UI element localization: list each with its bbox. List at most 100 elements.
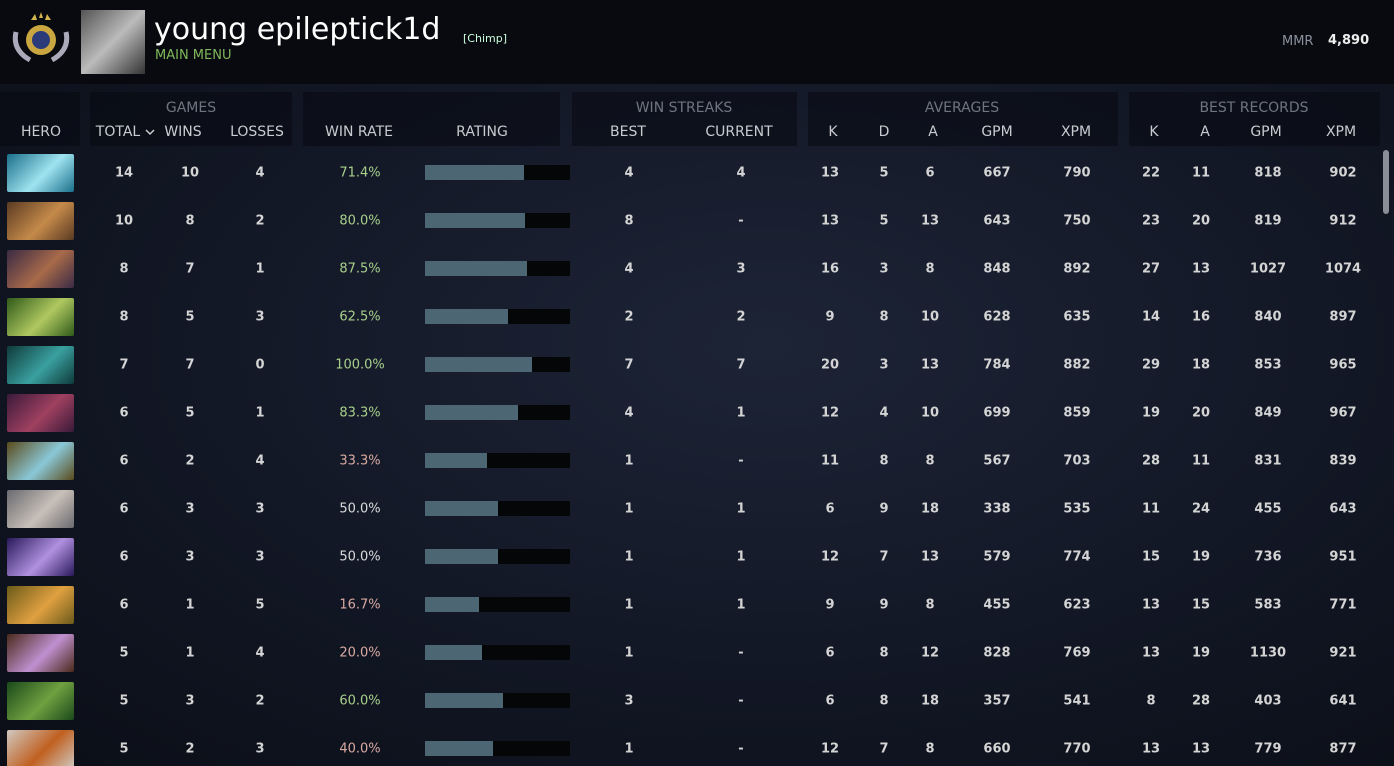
cell: 13 bbox=[820, 213, 840, 229]
cell: 703 bbox=[1063, 453, 1091, 469]
cell: 13 bbox=[1141, 597, 1161, 613]
avatar bbox=[81, 10, 145, 74]
cell: 19 bbox=[1141, 405, 1161, 421]
column-label[interactable]: A bbox=[928, 124, 938, 140]
column-label[interactable]: XPM bbox=[1060, 124, 1092, 140]
cell: 643 bbox=[983, 213, 1011, 229]
column-label[interactable]: A bbox=[1200, 124, 1210, 140]
cell: 2 bbox=[185, 453, 195, 469]
column-label[interactable]: D bbox=[878, 124, 890, 140]
cell: 27 bbox=[1141, 261, 1161, 277]
sort-icon[interactable] bbox=[145, 128, 155, 136]
column-label[interactable]: GPM bbox=[1250, 124, 1282, 140]
cell: 3 bbox=[185, 693, 195, 709]
team-tag: [Chimp] bbox=[463, 32, 507, 45]
mmr-value: 4,890 bbox=[1328, 33, 1370, 48]
scrollbar[interactable] bbox=[1383, 150, 1389, 214]
cell: 2 bbox=[624, 309, 634, 325]
cell: 2 bbox=[255, 213, 265, 229]
cell: 699 bbox=[983, 405, 1011, 421]
cell: 100.0% bbox=[335, 357, 385, 373]
cell: 5 bbox=[879, 213, 889, 229]
column-label[interactable]: WINS bbox=[164, 124, 202, 140]
cell: 7 bbox=[879, 741, 889, 757]
cell: 13 bbox=[920, 213, 940, 229]
cell: 7 bbox=[624, 357, 634, 373]
column-label[interactable]: CURRENT bbox=[705, 124, 773, 140]
cell: 18 bbox=[920, 693, 940, 709]
main-menu-link[interactable]: MAIN MENU bbox=[155, 48, 232, 63]
cell: 635 bbox=[1063, 309, 1091, 325]
cell: 338 bbox=[983, 501, 1011, 517]
panel bbox=[1129, 92, 1380, 146]
column-label[interactable]: GPM bbox=[981, 124, 1013, 140]
cell: 6 bbox=[925, 165, 935, 181]
cell: 9 bbox=[879, 501, 889, 517]
cell: 6 bbox=[825, 693, 835, 709]
cell: 18 bbox=[920, 501, 940, 517]
cell: 10 bbox=[114, 213, 134, 229]
hero-icon bbox=[7, 346, 74, 384]
cell: 1 bbox=[736, 501, 746, 517]
cell: 6 bbox=[119, 549, 129, 565]
mmr-label: MMR bbox=[1282, 34, 1314, 49]
cell: 28 bbox=[1191, 693, 1211, 709]
hero-icon bbox=[7, 154, 74, 192]
cell: 24 bbox=[1191, 501, 1211, 517]
rating-bar bbox=[425, 405, 518, 420]
cell: 8 bbox=[879, 453, 889, 469]
cell: 831 bbox=[1254, 453, 1282, 469]
hero-icon bbox=[7, 298, 74, 336]
column-label[interactable]: K bbox=[1149, 124, 1159, 140]
cell: 770 bbox=[1063, 741, 1091, 757]
cell: 22 bbox=[1141, 165, 1161, 181]
column-label[interactable]: LOSSES bbox=[230, 124, 284, 140]
column-label[interactable]: XPM bbox=[1325, 124, 1357, 140]
cell: 667 bbox=[983, 165, 1011, 181]
cell: 8 bbox=[624, 213, 634, 229]
column-label[interactable]: HERO bbox=[20, 124, 62, 140]
cell: 9 bbox=[879, 597, 889, 613]
cell: 11 bbox=[1191, 453, 1211, 469]
cell: 18 bbox=[1191, 357, 1211, 373]
cell: 11 bbox=[1141, 501, 1161, 517]
cell: 16.7% bbox=[339, 597, 381, 613]
rating-bar bbox=[425, 501, 498, 516]
cell: 50.0% bbox=[339, 549, 381, 565]
column-label[interactable]: TOTAL bbox=[95, 124, 141, 140]
rating-bar bbox=[425, 213, 526, 228]
group-label: GAMES bbox=[165, 100, 217, 116]
cell: 10 bbox=[920, 309, 940, 325]
hero-icon bbox=[7, 538, 74, 576]
cell: 20.0% bbox=[339, 645, 381, 661]
cell: 13 bbox=[920, 549, 940, 565]
cell: 965 bbox=[1329, 357, 1357, 373]
cell: 8 bbox=[879, 645, 889, 661]
cell: 1 bbox=[624, 741, 634, 757]
cell: 1 bbox=[736, 405, 746, 421]
cell: 80.0% bbox=[339, 213, 381, 229]
column-label[interactable]: WIN RATE bbox=[325, 124, 393, 140]
cell: 5 bbox=[185, 405, 195, 421]
cell: 3 bbox=[879, 357, 889, 373]
rating-bar bbox=[425, 693, 504, 708]
cell: 8 bbox=[925, 597, 935, 613]
cell: 902 bbox=[1329, 165, 1357, 181]
cell: 3 bbox=[255, 309, 265, 325]
cell: 567 bbox=[983, 453, 1011, 469]
cell: 2 bbox=[736, 309, 746, 325]
column-label[interactable]: RATING bbox=[456, 124, 508, 140]
column-label[interactable]: BEST bbox=[610, 124, 646, 140]
cell: 3 bbox=[255, 741, 265, 757]
cell: 8 bbox=[119, 309, 129, 325]
cell: 4 bbox=[624, 165, 634, 181]
hero-icon bbox=[7, 490, 74, 528]
column-label[interactable]: K bbox=[828, 124, 838, 140]
cell: 912 bbox=[1329, 213, 1357, 229]
cell: 1 bbox=[185, 597, 195, 613]
cell: 1 bbox=[624, 453, 634, 469]
cell: 892 bbox=[1063, 261, 1091, 277]
cell: 13 bbox=[1191, 261, 1211, 277]
rating-bar bbox=[425, 549, 498, 564]
